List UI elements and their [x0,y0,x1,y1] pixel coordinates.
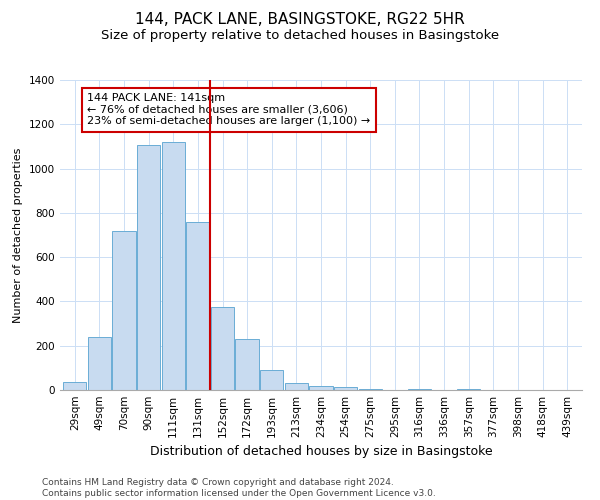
Bar [161,142,185,390]
Bar [186,222,209,390]
Text: Contains HM Land Registry data © Crown copyright and database right 2024.
Contai: Contains HM Land Registry data © Crown c… [42,478,436,498]
Bar [260,370,283,390]
X-axis label: Distribution of detached houses by size in Basingstoke: Distribution of detached houses by size … [149,446,493,458]
Y-axis label: Number of detached properties: Number of detached properties [13,148,23,322]
Text: 144, PACK LANE, BASINGSTOKE, RG22 5HR: 144, PACK LANE, BASINGSTOKE, RG22 5HR [135,12,465,28]
Bar [211,307,234,390]
Bar [112,230,136,390]
Bar [359,389,382,390]
Bar [457,389,481,390]
Bar [408,389,431,390]
Bar [235,339,259,390]
Bar [310,386,332,390]
Bar [137,146,160,390]
Bar [334,386,358,390]
Bar [63,382,86,390]
Text: 144 PACK LANE: 141sqm
← 76% of detached houses are smaller (3,606)
23% of semi-d: 144 PACK LANE: 141sqm ← 76% of detached … [87,94,370,126]
Bar [284,384,308,390]
Text: Size of property relative to detached houses in Basingstoke: Size of property relative to detached ho… [101,29,499,42]
Bar [88,337,111,390]
